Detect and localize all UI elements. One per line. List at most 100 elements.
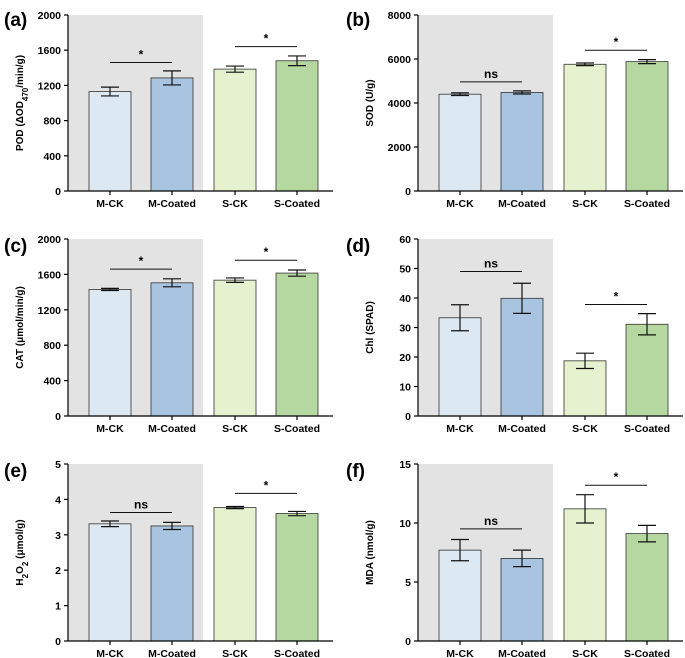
panel-c-bar-s-coated <box>275 272 319 417</box>
panel-a-errorbar-m-coated <box>163 70 181 86</box>
panel-f-ytick-label-1: 5 <box>405 577 411 589</box>
panel-b: ns * 0 2000 4000 6000 8000 M-CK M-Coated S-CK S-Co… <box>346 10 683 210</box>
panel-d-ytick-label-3: 30 <box>399 323 411 335</box>
panel-e-errorbar-s-coated <box>288 510 306 517</box>
panel-c-category-label-m-ck: M-CK <box>96 423 124 435</box>
panel-a-ytick-label-0: 0 <box>55 186 61 198</box>
panel-e-category-label-m-coated: M-Coated <box>148 648 196 658</box>
panel-e-bar-s-ck <box>213 507 257 642</box>
panel-e-category-label-s-ck: S-CK <box>222 648 248 658</box>
panel-d-bar-s-coated <box>625 323 669 417</box>
panel-b-category-label-m-ck: M-CK <box>446 198 474 210</box>
panel-b-bar-s-coated <box>625 61 669 192</box>
panel-f-ytick-label-0: 0 <box>405 636 411 648</box>
panel-d-ytick-label-4: 40 <box>399 293 411 305</box>
panel-a-bar-s-ck <box>213 68 257 192</box>
panel-b-ytick-label-4: 8000 <box>388 10 412 22</box>
panel-c-errorbar-m-coated <box>163 278 181 288</box>
panel-b-ylabel: SOD (U/g) <box>365 79 376 126</box>
panel-a-bar-m-ck <box>88 91 132 192</box>
panel-f-category-label-s-coated: S-Coated <box>624 648 670 658</box>
panel-c-bar-m-coated <box>150 282 194 417</box>
panel-e-category-label-m-ck: M-CK <box>96 648 124 658</box>
panel-a-ytick-label-2: 800 <box>43 116 61 128</box>
panel-d-ylabel: Chl (SPAD) <box>365 301 376 354</box>
panel-b-category-label-m-coated: M-Coated <box>498 198 546 210</box>
panel-a-category-label-s-ck: S-CK <box>222 198 248 210</box>
panel-e-ytick-label-4: 4 <box>55 494 61 506</box>
panel-b-ytick-label-0: 0 <box>405 186 411 198</box>
panel-e-sig-label-1: * <box>264 478 269 492</box>
panel-f-ylabel: MDA (nmol/g) <box>365 520 376 585</box>
panel-c-ytick-label-1: 400 <box>43 376 61 388</box>
panel-d-category-label-m-ck: M-CK <box>446 423 474 435</box>
panel-d-sig-label-0: ns <box>484 256 498 270</box>
panel-b-category-label-s-coated: S-Coated <box>624 198 670 210</box>
panel-e-errorbar-s-ck <box>226 505 244 510</box>
panel-b-sig-label-1: * <box>614 35 619 49</box>
panel-f-sig-label-1: * <box>614 470 619 484</box>
panel-a-ytick-label-3: 1200 <box>38 80 62 92</box>
panel-c: * * 0 400 800 1200 1600 2000 M-CK M-Coated S-CK S-C… <box>4 234 333 435</box>
panel-c-ytick-label-2: 800 <box>43 340 61 352</box>
panel-a-errorbar-m-ck <box>101 86 119 97</box>
panel-d-ytick-label-0: 0 <box>405 411 411 423</box>
panel-b-ytick-label-3: 6000 <box>388 54 412 66</box>
panel-b-label: (b) <box>346 10 370 31</box>
panel-c-category-label-s-coated: S-Coated <box>274 423 320 435</box>
panel-d-category-label-s-ck: S-CK <box>572 423 598 435</box>
panel-c-bar-m-ck <box>88 289 132 417</box>
panel-e-ytick-label-1: 1 <box>55 601 61 613</box>
panel-a-category-label-m-coated: M-Coated <box>148 198 196 210</box>
panel-f-label: (f) <box>346 461 365 482</box>
panel-e-ytick-label-5: 5 <box>55 459 61 471</box>
panel-a-category-label-m-ck: M-CK <box>96 198 124 210</box>
panel-e-bar-m-coated <box>150 525 194 642</box>
panel-b-ytick-label-2: 4000 <box>388 98 412 110</box>
panel-c-ytick-label-4: 1600 <box>38 269 62 281</box>
panel-e-ytick-label-3: 3 <box>55 530 61 542</box>
panel-b-bar-m-coated <box>500 92 544 192</box>
panel-f-bar-m-ck <box>438 549 482 642</box>
panel-e-sig-label-0: ns <box>134 497 148 511</box>
panel-d-ytick-label-6: 60 <box>399 234 411 246</box>
panel-a-bar-m-coated <box>150 77 194 192</box>
panel-b-category-label-s-ck: S-CK <box>572 198 598 210</box>
panel-a: * * 0 400 800 1200 1600 2000 M-CK M-Coated S-CK S-C… <box>4 10 333 210</box>
panel-a-errorbar-s-coated <box>288 55 306 67</box>
panel-b-errorbar-s-coated <box>638 59 656 65</box>
panel-f-errorbar-m-ck <box>451 538 469 562</box>
panel-f-bar-s-coated <box>625 533 669 642</box>
panel-f-ytick-label-2: 10 <box>399 518 411 530</box>
panel-c-ytick-label-3: 1200 <box>38 305 62 317</box>
panel-b-errorbar-m-coated <box>513 90 531 95</box>
panel-a-sig-label-1: * <box>264 32 269 46</box>
panel-a-label: (a) <box>4 10 27 31</box>
panel-b-ytick-label-1: 2000 <box>388 142 412 154</box>
panel-a-errorbar-s-ck <box>226 65 244 73</box>
panel-d-errorbar-m-ck <box>451 304 469 332</box>
panel-d-errorbar-s-ck <box>576 352 594 370</box>
panel-f-bar-s-ck <box>563 508 607 642</box>
panel-e-bar-s-coated <box>275 513 319 642</box>
panel-f-errorbar-s-coated <box>638 524 656 543</box>
panel-f-ytick-label-3: 15 <box>399 459 411 471</box>
panel-d-bar-s-ck <box>563 360 607 417</box>
panel-b-sig-label-0: ns <box>484 67 498 81</box>
panel-d-ytick-label-1: 10 <box>399 382 411 394</box>
panel-f-sig-label-0: ns <box>484 514 498 528</box>
panel-e: ns * 0 1 2 3 4 5 M-CK M-Coated S-CK S-Coated H2O2 (μ… <box>4 459 333 658</box>
panel-e-category-label-s-coated: S-Coated <box>274 648 320 658</box>
panel-c-errorbar-m-ck <box>101 287 119 292</box>
panel-e-errorbar-m-coated <box>163 521 181 531</box>
panel-c-ylabel: CAT (μmol/min/g) <box>15 286 26 369</box>
panel-a-ylabel: POD (ΔOD470/min/g) <box>15 55 30 151</box>
panel-d-errorbar-s-coated <box>638 313 656 336</box>
panel-c-ytick-label-0: 0 <box>55 411 61 423</box>
panel-e-errorbar-m-ck <box>101 520 119 528</box>
panel-e-label: (e) <box>4 461 27 482</box>
panel-a-bar-s-coated <box>275 60 319 192</box>
panel-d-bar-m-ck <box>438 317 482 417</box>
panel-a-category-label-s-coated: S-Coated <box>274 198 320 210</box>
